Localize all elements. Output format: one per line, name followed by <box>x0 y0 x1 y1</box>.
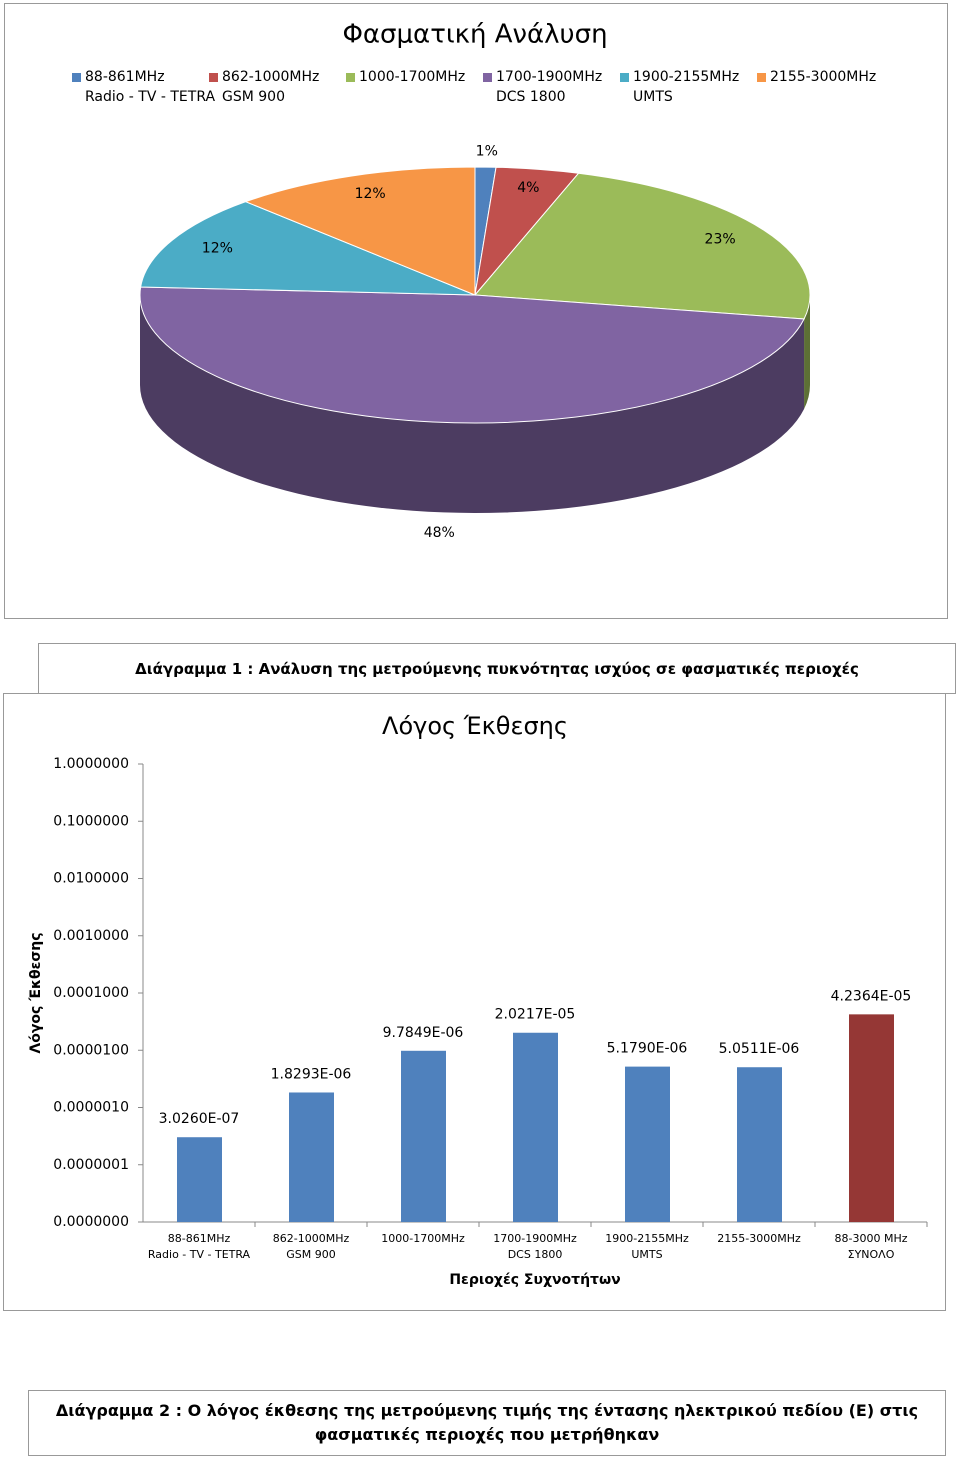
data-label: 12% <box>355 186 386 202</box>
legend-label: 88-861MHz Radio - TV - TETRA <box>85 69 216 105</box>
legend-swatch <box>346 73 355 82</box>
y-tick-label: 0.0010000 <box>53 928 129 944</box>
chart-frame <box>4 3 948 619</box>
legend-label: 1700-1900MHz DCS 1800 <box>496 69 603 105</box>
data-label: 1% <box>476 144 498 160</box>
slice-side <box>139 295 805 513</box>
y-tick-label: 0.0000100 <box>53 1042 129 1058</box>
bar <box>849 1014 894 1222</box>
y-tick-label: 0.1000000 <box>53 813 129 829</box>
chart-title: Λόγος Έκθεσης <box>382 712 568 740</box>
y-tick-label: 0.0100000 <box>53 871 129 887</box>
legend-label: 2155-3000MHz <box>770 69 877 85</box>
bar <box>513 1032 558 1222</box>
y-tick-label: 0.0000001 <box>53 1157 129 1173</box>
data-label: 1.8293E-06 <box>271 1066 352 1082</box>
y-tick-label: 0.0001000 <box>53 985 129 1001</box>
legend-label: 862-1000MHz GSM 900 <box>222 69 320 105</box>
data-label: 12% <box>202 241 233 257</box>
slice <box>473 172 811 320</box>
data-label: 2.0217E-05 <box>495 1007 576 1023</box>
caption: Διάγραμμα 2 : Ο λόγος έκθεσης της μετρού… <box>28 1390 946 1456</box>
legend-label: 1000-1700MHz <box>359 69 466 85</box>
bar <box>625 1066 670 1222</box>
legend-swatch <box>72 73 81 82</box>
slice <box>139 286 805 424</box>
bar <box>401 1050 446 1222</box>
slice <box>140 201 476 296</box>
legend-swatch <box>483 73 492 82</box>
data-label: 48% <box>424 525 455 541</box>
bar <box>289 1092 334 1222</box>
slice-side <box>804 295 811 409</box>
legend-label: 1900-2155MHz UMTS <box>633 69 740 105</box>
x-tick-label: 2155-3000MHz <box>717 1232 801 1245</box>
legend-swatch <box>757 73 766 82</box>
y-tick-label: 0.0000000 <box>53 1214 129 1230</box>
data-label: 5.0511E-06 <box>719 1041 800 1057</box>
bar <box>737 1067 782 1222</box>
data-label: 23% <box>705 232 736 248</box>
y-tick-label: 0.0000010 <box>53 1100 129 1116</box>
data-label: 5.1790E-06 <box>607 1041 688 1057</box>
caption: Διάγραμμα 1 : Ανάλυση της μετρούμενης πυ… <box>38 643 956 694</box>
bar <box>177 1137 222 1222</box>
x-tick-label: 88-861MHz Radio - TV - TETRA <box>147 1232 251 1261</box>
y-axis-label: Λόγος Έκθεσης <box>28 932 44 1053</box>
x-tick-label: 1000-1700MHz <box>381 1232 465 1245</box>
data-label: 4% <box>517 180 539 196</box>
data-label: 3.0260E-07 <box>159 1111 240 1127</box>
x-tick-label: 1700-1900MHz DCS 1800 <box>493 1232 577 1261</box>
x-tick-label: 1900-2155MHz UMTS <box>605 1232 689 1261</box>
legend-swatch <box>209 73 218 82</box>
slice <box>244 166 476 296</box>
x-axis-label: Περιοχές Συχνοτήτων <box>449 1272 620 1288</box>
chart-title: Φασματική Ανάλυση <box>342 20 607 50</box>
legend-swatch <box>620 73 629 82</box>
data-label: 9.7849E-06 <box>383 1025 464 1041</box>
y-tick-label: 1.0000000 <box>53 756 129 772</box>
x-tick-label: 862-1000MHz GSM 900 <box>272 1232 350 1261</box>
x-tick-label: 88-3000 MHz ΣΥΝΟΛΟ <box>834 1232 908 1261</box>
data-label: 4.2364E-05 <box>831 988 912 1004</box>
